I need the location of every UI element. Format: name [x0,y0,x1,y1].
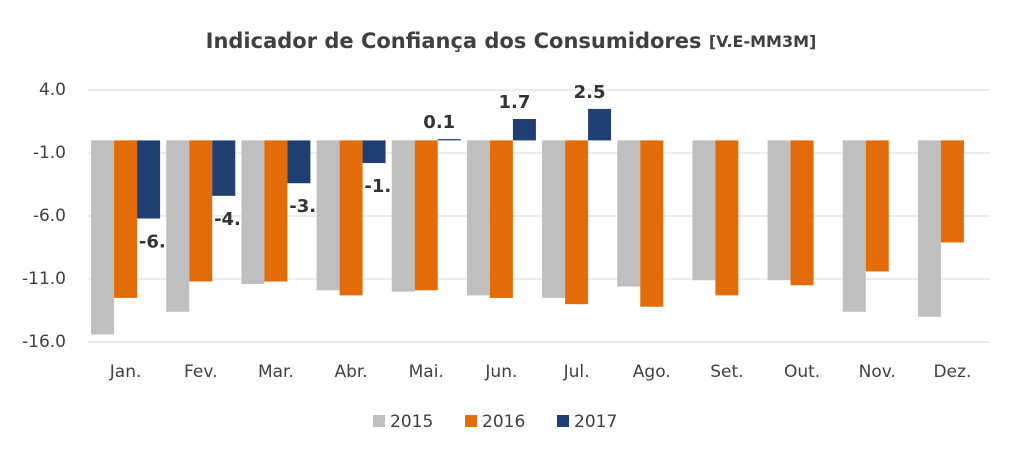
x-tick-label: Dez. [933,362,971,382]
bar [414,140,438,291]
bar [692,140,716,281]
bar [790,140,814,286]
bar [316,140,340,291]
title-suffix: [V.E-MM3M] [709,32,817,51]
bar [640,140,664,307]
bar [588,108,612,141]
x-tick-label: Jun. [484,362,517,382]
x-tick-label: Mar. [258,362,294,382]
legend-label: 2015 [390,412,433,432]
x-tick-label: Nov. [859,362,896,382]
x-tick-label: Jan. [109,362,142,382]
bar [542,140,566,298]
bar [466,140,490,296]
y-tick-label: -16.0 [22,332,66,352]
data-label: 0.1 [423,112,455,133]
bar [865,140,889,272]
legend-swatch [557,415,569,427]
bar [212,140,236,196]
bar [565,140,589,305]
bar [767,140,791,281]
legend-swatch [465,415,477,427]
y-tick-label: -6.0 [33,206,66,226]
bar [166,140,190,312]
x-tick-label: Set. [710,362,743,382]
bar [339,140,363,296]
bar [264,140,288,282]
bar [287,140,311,184]
x-tick-label: Abr. [334,362,367,382]
title-main: Indicador de Confiança dos Consumidores [206,29,702,53]
x-tick-label: Mai. [409,362,444,382]
chart-title: Indicador de Confiança dos Consumidores … [206,29,817,53]
legend-label: 2016 [482,412,525,432]
bar [437,139,461,141]
data-label: 1.7 [498,92,530,113]
bar [241,140,265,285]
bar [114,140,138,298]
bar [489,140,513,298]
x-tick-label: Out. [784,362,820,382]
bar [137,140,161,219]
bar [362,140,386,164]
bar [842,140,866,312]
x-tick-label: Jul. [563,362,590,382]
bar [617,140,641,287]
y-tick-label: -11.0 [22,269,66,289]
bar [917,140,941,317]
x-tick-label: Fev. [184,362,217,382]
bar [391,140,415,292]
bar [715,140,739,296]
legend-swatch [373,415,385,427]
legend-label: 2017 [574,412,617,432]
bar [512,118,536,141]
bar [189,140,213,282]
y-tick-label: -1.0 [33,143,66,163]
y-tick-label: 4.0 [39,80,66,100]
bar [91,140,115,335]
data-label: 2.5 [574,82,606,103]
bar [940,140,964,243]
x-tick-label: Ago. [633,362,671,382]
